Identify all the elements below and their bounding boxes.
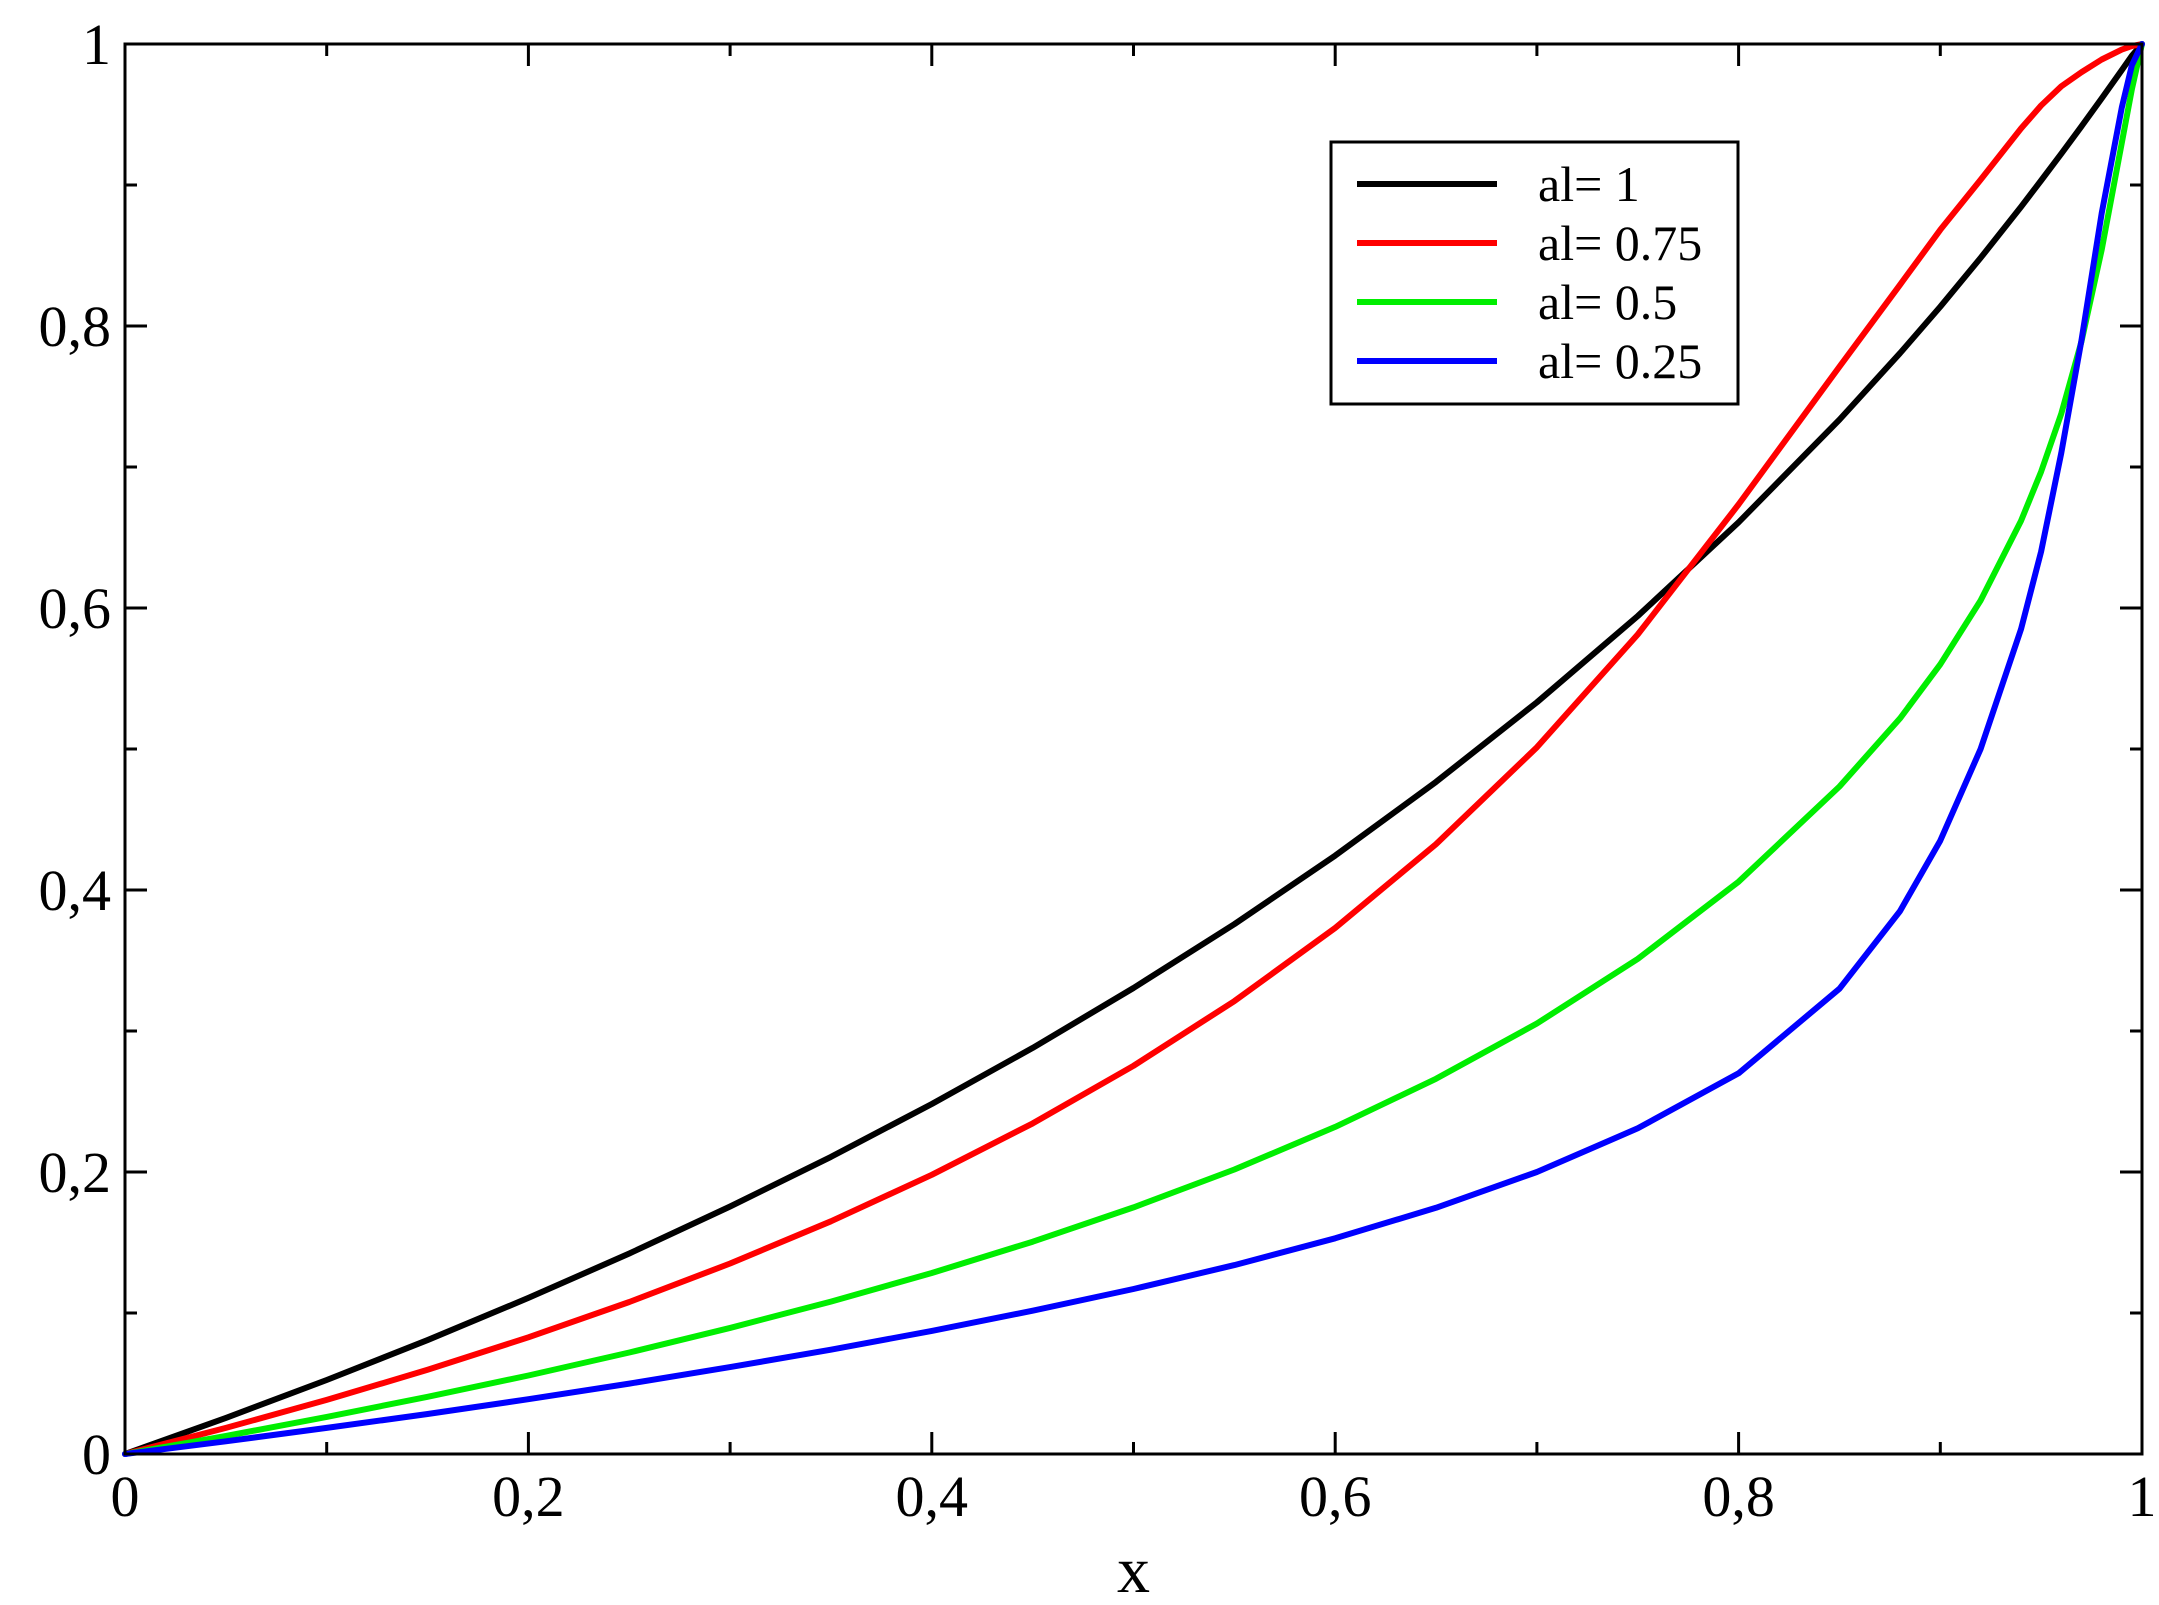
- legend-label-2: al= 0.75: [1538, 215, 1702, 271]
- x-tick-label: 0,2: [492, 1464, 565, 1529]
- y-tick-label: 0,8: [39, 294, 112, 359]
- x-tick-label: 1: [2128, 1464, 2157, 1529]
- series-line-4: [122, 41, 2145, 1457]
- x-tick-label: 0,6: [1299, 1464, 1372, 1529]
- y-tick-label: 1: [82, 12, 111, 77]
- label-layer: 0 0,2 0,4 0,6 0,8 1 0 0,2 0,4 0,6 0,8 1: [39, 12, 2157, 1529]
- series-line-2: [122, 41, 2145, 1457]
- series-layer: [122, 41, 2145, 1457]
- x-tick-label: 0: [111, 1464, 140, 1529]
- y-tick-label: 0,6: [39, 576, 112, 641]
- y-tick-label: 0,2: [39, 1140, 112, 1205]
- plot-frame: [123, 42, 2144, 1456]
- legend-label-1: al= 1: [1538, 156, 1640, 212]
- y-tick-label: 0: [82, 1422, 111, 1487]
- x-tick-label: 0,8: [1702, 1464, 1775, 1529]
- x-axis-title: x: [1117, 1534, 1150, 1605]
- legend-label-3: al= 0.5: [1538, 274, 1677, 330]
- series-line-3: [122, 41, 2145, 1457]
- x-tick-label: 0,4: [896, 1464, 969, 1529]
- series-line-1: [122, 41, 2145, 1457]
- legend-label-4: al= 0.25: [1538, 333, 1702, 389]
- y-tick-label: 0,4: [39, 858, 112, 923]
